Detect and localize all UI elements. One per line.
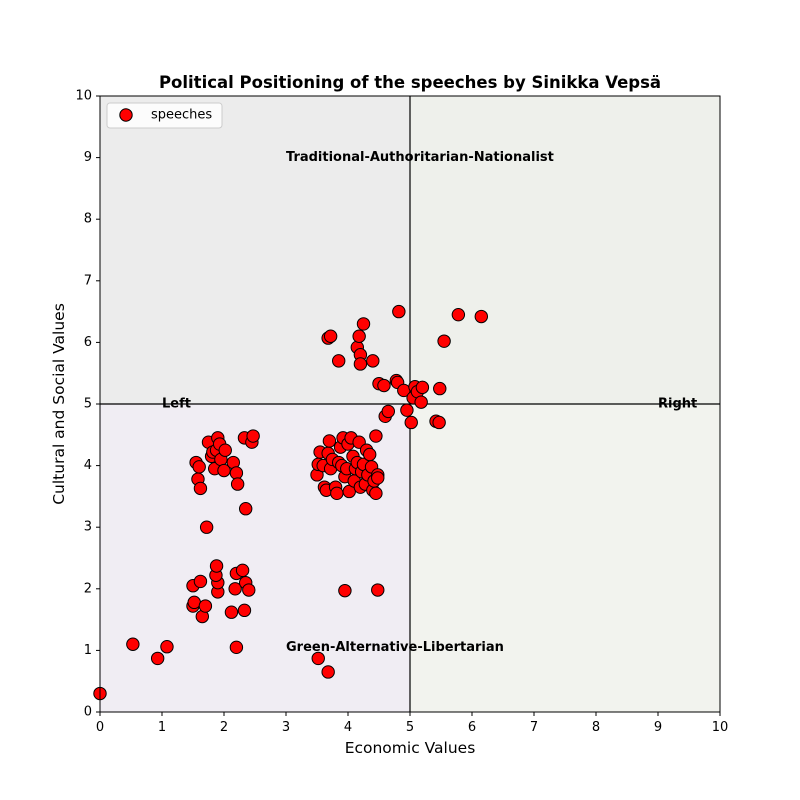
data-point — [332, 354, 346, 368]
y-tick-label: 9 — [84, 150, 92, 165]
data-point — [356, 317, 371, 331]
data-point — [415, 380, 430, 395]
x-tick-label: 8 — [592, 720, 600, 735]
y-tick-label: 10 — [75, 89, 92, 104]
chart-title: Political Positioning of the speeches by… — [159, 73, 661, 92]
legend-box — [106, 102, 223, 129]
y-axis: 0 1 2 3 4 5 6 7 8 9 10 — [75, 89, 100, 720]
x-tick-label: 6 — [468, 720, 476, 735]
data-point — [352, 329, 366, 343]
quadrant-label: Right — [658, 397, 697, 412]
data-point — [363, 447, 377, 462]
scatter-points — [93, 304, 488, 701]
data-point — [474, 309, 488, 324]
quadrant-label: Left — [162, 397, 191, 412]
data-point — [369, 429, 383, 443]
data-point — [353, 357, 368, 371]
x-tick-label: 9 — [654, 720, 662, 735]
x-tick-label: 3 — [282, 720, 290, 735]
data-point — [437, 334, 451, 348]
quadrant-label: Green-Alternative-Libertarian — [286, 640, 504, 655]
y-tick-label: 7 — [84, 273, 92, 288]
data-point — [321, 665, 335, 679]
data-point — [414, 395, 428, 409]
x-tick-label: 0 — [96, 720, 104, 735]
data-point — [433, 381, 447, 396]
data-point — [242, 583, 256, 597]
y-tick-label: 3 — [84, 520, 92, 535]
data-point — [224, 605, 239, 619]
legend: speeches — [106, 102, 223, 129]
x-tick-label: 10 — [712, 720, 729, 735]
data-point — [311, 651, 325, 666]
data-point — [366, 354, 380, 368]
y-tick-label: 1 — [84, 643, 92, 658]
data-point — [404, 415, 418, 430]
data-point — [330, 486, 344, 501]
quadrant-backgrounds — [100, 96, 720, 712]
data-point — [377, 378, 391, 393]
data-point — [228, 582, 242, 596]
data-point — [235, 563, 250, 578]
data-point — [229, 640, 244, 655]
data-point — [199, 520, 214, 534]
data-point — [187, 595, 201, 610]
x-axis: 0 1 2 3 4 5 6 7 8 9 10 — [96, 712, 728, 735]
data-point — [239, 502, 253, 516]
x-axis-title: Economic Values — [345, 739, 476, 757]
data-point — [193, 574, 208, 589]
data-point — [193, 481, 208, 496]
y-tick-label: 2 — [84, 581, 92, 596]
data-point — [323, 329, 338, 343]
center-lines — [100, 96, 720, 712]
x-tick-label: 1 — [158, 720, 166, 735]
y-tick-label: 0 — [84, 705, 92, 720]
data-point — [369, 486, 383, 501]
quadrant-top-right — [410, 96, 720, 404]
data-point — [400, 403, 414, 417]
data-point — [371, 471, 385, 485]
quadrant-label: Traditional-Authoritarian-Nationalist — [286, 150, 554, 165]
x-tick-label: 2 — [220, 720, 228, 735]
y-tick-label: 5 — [84, 397, 92, 412]
data-point — [392, 304, 406, 319]
data-point — [209, 559, 224, 573]
data-point — [246, 429, 260, 443]
data-point — [338, 583, 352, 598]
legend-label: speeches — [151, 108, 212, 123]
data-point — [451, 307, 466, 322]
data-point — [237, 603, 252, 618]
data-point — [126, 637, 140, 651]
y-tick-label: 6 — [84, 335, 92, 350]
quadrant-bottom-right — [410, 404, 720, 712]
data-point — [150, 651, 165, 666]
y-tick-label: 4 — [84, 458, 92, 473]
data-point — [432, 415, 446, 430]
y-axis-title: Cultural and Social Values — [50, 303, 68, 505]
data-point — [381, 404, 395, 419]
data-point — [229, 466, 244, 480]
x-tick-label: 5 — [406, 720, 414, 735]
data-point — [198, 599, 213, 613]
quadrant-labels: Traditional-Authoritarian-Nationalist Gre… — [162, 150, 697, 655]
data-point — [322, 434, 337, 448]
legend-marker — [119, 108, 133, 122]
x-tick-label: 7 — [530, 720, 538, 735]
data-point — [371, 583, 385, 597]
y-tick-label: 8 — [84, 212, 92, 227]
data-point — [230, 477, 245, 491]
data-point — [218, 443, 232, 457]
data-point — [192, 460, 206, 474]
data-point — [160, 640, 174, 654]
x-tick-label: 4 — [344, 720, 352, 735]
